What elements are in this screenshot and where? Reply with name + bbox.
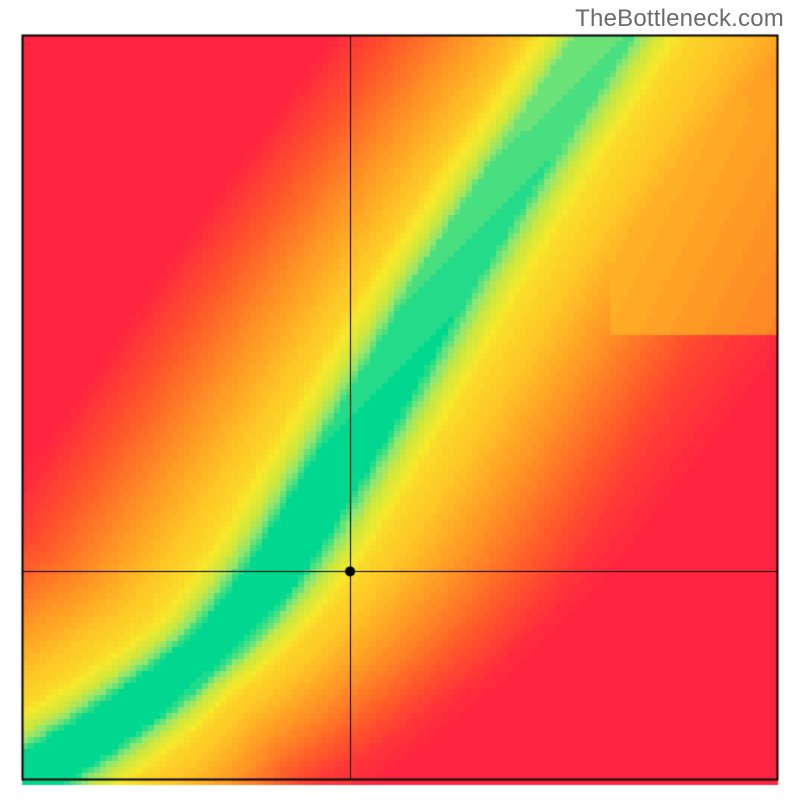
chart-container: TheBottleneck.com: [0, 0, 800, 800]
heatmap-canvas: [0, 0, 800, 800]
watermark-text: TheBottleneck.com: [575, 5, 784, 33]
